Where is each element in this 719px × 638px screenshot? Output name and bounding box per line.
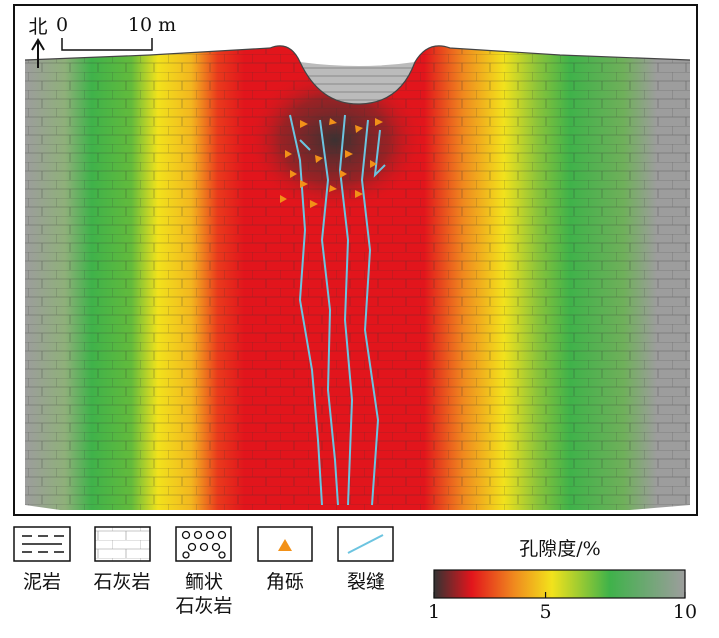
colorbar-title: 孔隙度/% — [519, 538, 600, 560]
legend-label: 裂缝 — [347, 571, 385, 593]
colorbar-bar — [433, 569, 686, 599]
scale-end: 10 m — [128, 14, 176, 36]
colorbar-tick-label: 10 — [673, 601, 697, 623]
north-label: 北 — [28, 16, 47, 38]
legend-label: 泥岩 — [23, 571, 61, 593]
north-arrow — [31, 38, 45, 68]
breccia — [280, 118, 383, 208]
legend-label: 鲕状 — [185, 571, 223, 593]
legend-label: 石灰岩 — [93, 571, 150, 593]
legend-label: 角砾 — [266, 571, 304, 593]
colorbar-tick-label: 5 — [540, 601, 552, 623]
legend: 泥岩 石灰岩 鲕状 石灰岩 角砾 裂缝 — [13, 526, 394, 617]
scale-bar — [61, 38, 153, 51]
rock-body — [25, 45, 690, 510]
colorbar: 孔隙度/% — [433, 538, 686, 599]
legend-swatch — [94, 526, 151, 562]
colorbar-tick-label: 1 — [428, 601, 440, 623]
fractures — [289, 114, 386, 506]
mudstone-pattern — [300, 62, 415, 105]
scale-start: 0 — [56, 14, 68, 36]
legend-label: 石灰岩 — [175, 595, 232, 617]
top-surface — [24, 45, 691, 105]
